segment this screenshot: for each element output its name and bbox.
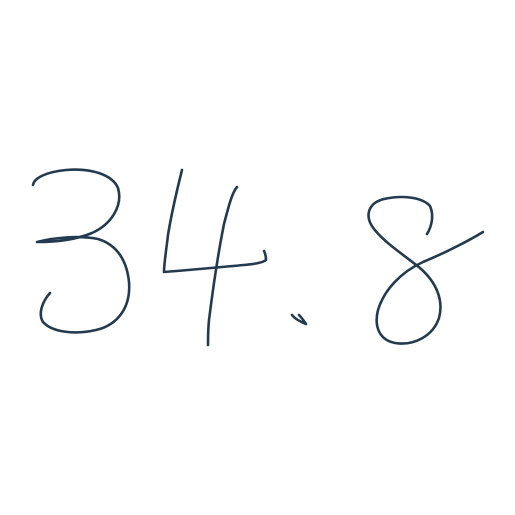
digit-three [31, 168, 131, 334]
digit-four [162, 168, 268, 347]
digit-eight [367, 195, 485, 345]
decimal-point [290, 313, 308, 326]
